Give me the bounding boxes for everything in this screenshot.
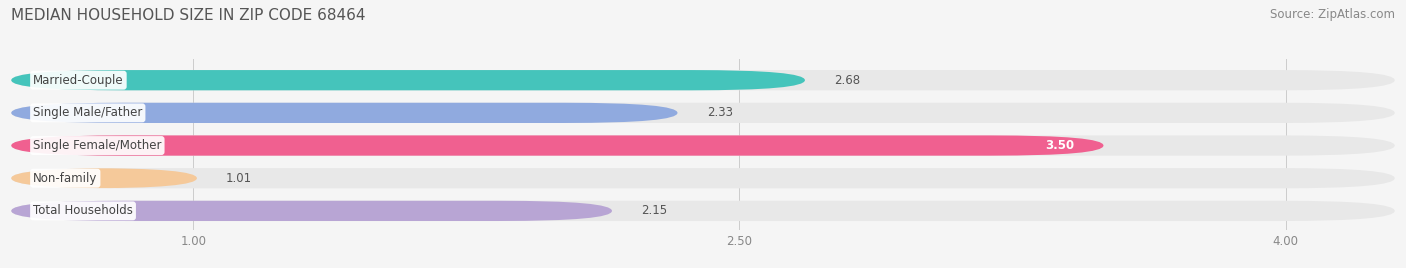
Text: Non-family: Non-family	[34, 172, 97, 185]
Text: 2.68: 2.68	[834, 74, 860, 87]
Text: 2.15: 2.15	[641, 204, 668, 217]
FancyBboxPatch shape	[11, 70, 1395, 90]
Text: Source: ZipAtlas.com: Source: ZipAtlas.com	[1270, 8, 1395, 21]
FancyBboxPatch shape	[11, 201, 1395, 221]
FancyBboxPatch shape	[11, 168, 1395, 188]
FancyBboxPatch shape	[11, 103, 678, 123]
Text: 2.33: 2.33	[707, 106, 733, 119]
FancyBboxPatch shape	[11, 135, 1395, 156]
Text: Total Households: Total Households	[34, 204, 134, 217]
Text: Married-Couple: Married-Couple	[34, 74, 124, 87]
Text: 3.50: 3.50	[1045, 139, 1074, 152]
Text: MEDIAN HOUSEHOLD SIZE IN ZIP CODE 68464: MEDIAN HOUSEHOLD SIZE IN ZIP CODE 68464	[11, 8, 366, 23]
FancyBboxPatch shape	[11, 168, 197, 188]
FancyBboxPatch shape	[11, 70, 806, 90]
Text: Single Male/Father: Single Male/Father	[34, 106, 142, 119]
Text: Single Female/Mother: Single Female/Mother	[34, 139, 162, 152]
FancyBboxPatch shape	[11, 103, 1395, 123]
FancyBboxPatch shape	[11, 201, 612, 221]
Text: 1.01: 1.01	[226, 172, 252, 185]
FancyBboxPatch shape	[11, 135, 1104, 156]
